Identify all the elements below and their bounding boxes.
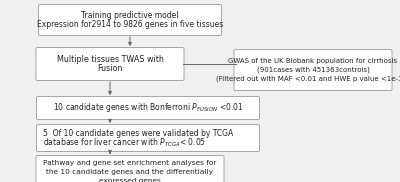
Text: Expression for2914 to 9826 genes in five tissues: Expression for2914 to 9826 genes in five… <box>37 20 223 29</box>
Text: the 10 candidate genes and the differentially: the 10 candidate genes and the different… <box>46 169 214 175</box>
Text: expressed genes: expressed genes <box>99 178 161 182</box>
Text: Pathway and gene set enrichment analyses for: Pathway and gene set enrichment analyses… <box>43 160 217 166</box>
FancyBboxPatch shape <box>36 48 184 80</box>
FancyBboxPatch shape <box>234 50 392 90</box>
Text: (901cases with 451363controls): (901cases with 451363controls) <box>256 67 370 73</box>
Text: Training predictive model: Training predictive model <box>81 11 179 20</box>
FancyBboxPatch shape <box>38 5 222 35</box>
FancyBboxPatch shape <box>36 124 260 151</box>
FancyBboxPatch shape <box>36 155 224 182</box>
Text: Multiple tissues TWAS with: Multiple tissues TWAS with <box>56 55 164 64</box>
FancyBboxPatch shape <box>36 96 260 120</box>
Text: 10 candidate genes with Bonferroni $P_{FUSION}$ <0.01: 10 candidate genes with Bonferroni $P_{F… <box>52 102 244 114</box>
Text: database for liver cancer with $P_{TCG A}$< 0.05: database for liver cancer with $P_{TCG A… <box>43 136 206 149</box>
Text: Fusion: Fusion <box>97 64 123 73</box>
Text: 5  Of 10 candidate genes were validated by TCGA: 5 Of 10 candidate genes were validated b… <box>43 129 233 138</box>
Text: (Filtered out with MAF <0.01 and HWE p value <1e-10): (Filtered out with MAF <0.01 and HWE p v… <box>216 76 400 82</box>
Text: GWAS of the UK Biobank population for cirrhosis: GWAS of the UK Biobank population for ci… <box>228 58 398 64</box>
